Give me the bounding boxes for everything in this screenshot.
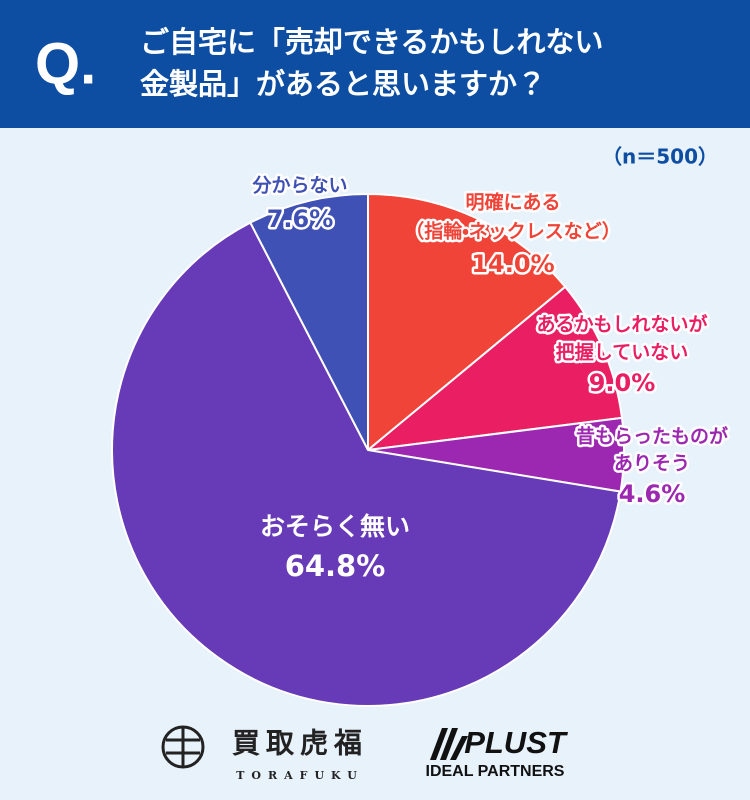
- pie: [111, 192, 625, 707]
- logo-sub: IDEAL PARTNERS: [426, 763, 565, 780]
- slice-label: （指輪・ネックレスなど）: [405, 220, 620, 243]
- pie-slice: [249, 192, 369, 451]
- slice-value: 4.6%: [619, 480, 686, 508]
- slice-label: 分からない: [251, 175, 347, 197]
- sample-size: （n＝500）: [602, 145, 718, 169]
- header-band: [0, 0, 750, 128]
- logo-torafuku: 買取虎福 TORAFUKU: [161, 725, 368, 782]
- question-line: ご自宅に「売却できるかもしれない: [140, 25, 603, 59]
- slice-label: 把握していない: [556, 341, 688, 364]
- slice-value: 14.0%: [471, 250, 554, 278]
- slice-value: 9.0%: [589, 369, 656, 397]
- pie-slice: [367, 192, 567, 453]
- q-mark: Q.: [35, 31, 96, 96]
- question-line: 金製品」があると思いますか？: [140, 67, 546, 101]
- logo-plust: PLUST IDEAL PARTNERS: [426, 725, 569, 780]
- pie-slice: [111, 221, 622, 707]
- slice-label: 昔もらったものが: [576, 425, 728, 448]
- logo-text: 買取虎福: [232, 727, 368, 760]
- slice-label: 明確にある: [465, 191, 560, 214]
- pie-slice: [364, 285, 624, 452]
- slice-label: あるかもしれないが: [536, 313, 707, 336]
- slice-label: おそらく無い: [260, 512, 410, 541]
- logo-text: PLUST: [464, 725, 569, 760]
- slice-value: 64.8%: [285, 549, 386, 583]
- slice-label: ありそう: [614, 453, 690, 475]
- logo-sub: TORAFUKU: [236, 769, 364, 782]
- slice-value: 7.6%: [267, 205, 334, 233]
- logo-icon: [430, 728, 468, 760]
